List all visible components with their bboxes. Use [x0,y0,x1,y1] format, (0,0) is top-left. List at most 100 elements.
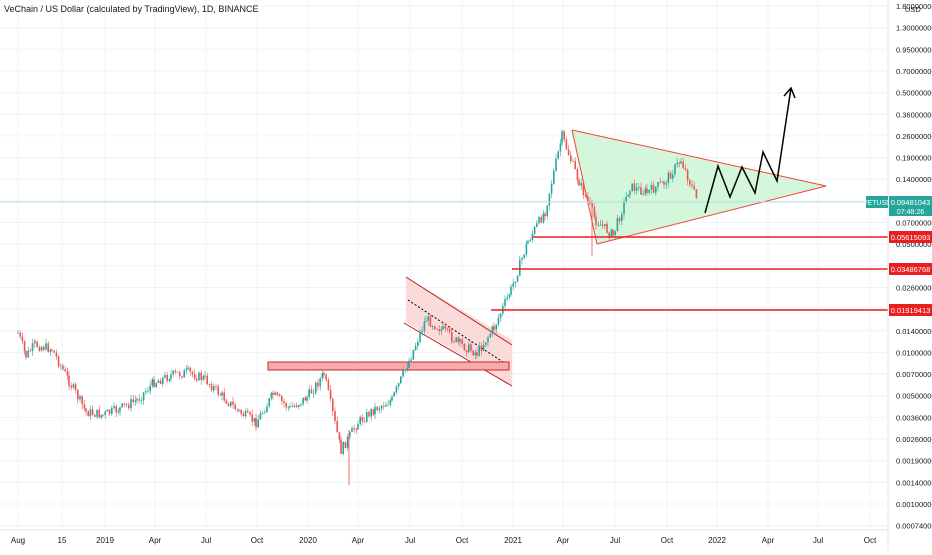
candle [62,365,64,370]
candle [283,401,285,404]
y-tick-label: 0.50000000 [896,89,932,98]
candle [472,350,474,356]
candle [493,326,495,330]
y-tick-label: 0.26000000 [896,132,932,141]
candle [353,428,355,430]
candle [446,328,449,330]
candle [315,382,317,393]
candle [385,404,387,407]
candle [236,409,239,411]
candle [38,347,41,351]
candle [387,404,389,406]
candle [196,378,198,381]
candle [340,439,342,455]
y-tick-label: 0.00190000 [896,457,932,466]
candle [145,391,147,393]
candle [29,350,32,352]
candle [261,412,264,414]
candle [149,385,151,391]
candle [627,194,630,197]
candle [378,408,381,411]
candle [553,170,555,184]
candle [51,349,53,351]
candle [249,412,251,415]
x-tick-label: Jul [405,536,415,545]
candle [567,149,570,156]
candle [117,411,120,413]
y-tick-label: 0.14000000 [896,175,932,184]
candle [669,172,672,179]
candle [332,398,334,412]
candle [540,217,542,223]
candle [302,397,304,404]
candle [499,313,502,318]
candle [514,281,517,284]
candle [610,229,613,237]
candle [495,324,497,330]
candle [527,240,529,244]
candle [183,370,185,378]
candle [43,346,45,350]
candle [383,405,385,407]
candle [436,329,438,330]
candle [45,343,47,350]
candle [561,131,563,144]
candle [395,386,398,393]
candle [504,299,506,306]
y-tick-label: 0.05000000 [896,240,932,249]
candle [453,341,455,343]
y-tick-label: 0.19000000 [896,154,932,163]
candle [646,188,648,193]
candle [49,349,52,352]
candle [100,414,103,418]
candle [96,409,98,417]
candle [482,344,485,351]
x-tick-label: Jul [201,536,211,545]
candle [81,396,83,405]
candle [659,182,661,184]
candle [635,187,638,191]
x-tick-label: Jul [610,536,620,545]
candle [185,368,188,371]
candle [270,392,273,399]
candle [461,339,463,344]
candle [595,216,597,226]
candle [106,409,109,412]
candle [57,356,60,367]
candle [451,331,453,342]
candle [85,408,87,412]
candle [621,214,623,222]
candle [244,410,247,417]
candle [642,193,644,195]
y-tick-label: 0.00700000 [896,370,932,379]
candle [113,406,115,408]
candle [219,394,222,396]
candle [349,432,351,437]
candle [657,182,659,188]
candle [370,409,372,417]
candle [366,412,368,422]
y-tick-label: 0.07000000 [896,219,932,228]
candle [53,350,55,353]
candle [210,384,213,391]
candle [368,412,370,417]
candle [578,179,580,186]
candle [206,375,208,385]
candle [355,429,358,431]
last-price-tag [889,196,932,216]
candle [325,375,327,381]
candle [680,161,682,164]
candle [476,352,478,356]
candle [538,217,540,224]
candle [268,398,270,407]
candle [559,143,562,152]
candle [655,187,657,193]
candle [489,333,491,338]
candle [291,406,293,407]
candle [208,384,211,385]
candle [421,330,423,333]
candle [406,367,409,370]
candle [576,169,579,180]
